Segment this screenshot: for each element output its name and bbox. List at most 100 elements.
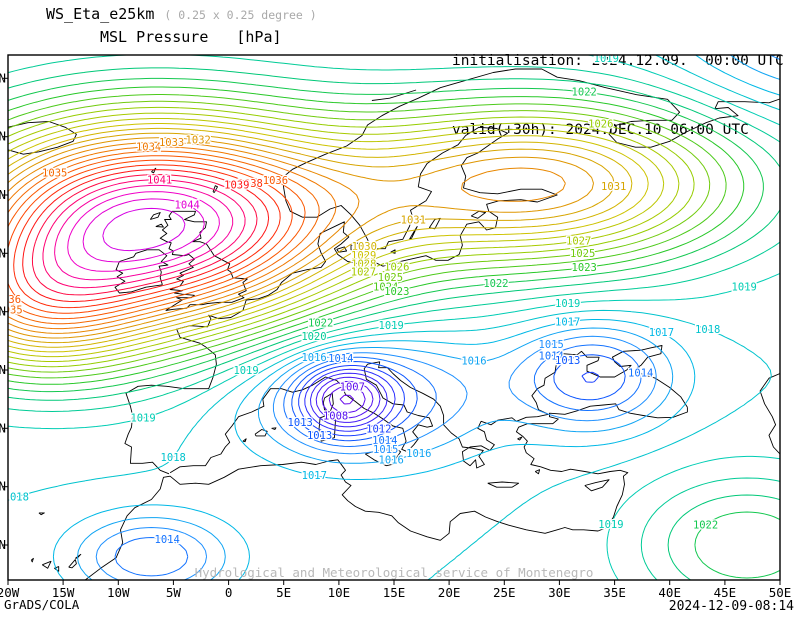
contour-label: 1036 — [0, 294, 21, 306]
x-tick-label: 5E — [276, 585, 291, 600]
coastline — [8, 121, 77, 155]
contour-label: 1026 — [588, 119, 613, 131]
x-tick-label: 0 — [225, 585, 233, 600]
contour-label: 1016 — [461, 355, 486, 367]
isobar-1008 — [321, 380, 374, 419]
isobar-1013 — [291, 354, 626, 442]
isobar-1018 — [8, 55, 780, 580]
coastline — [371, 89, 417, 101]
contour-label: 1024 — [373, 281, 398, 293]
x-tick-label: 5W — [166, 585, 182, 600]
contour-label: 1008 — [323, 410, 348, 422]
contour-label: 1031 — [601, 181, 626, 193]
y-tick-label: 30N — [0, 537, 6, 552]
isobar-1014 — [114, 344, 642, 577]
x-tick-label: 10W — [107, 585, 130, 600]
contour-label: 1019 — [233, 365, 258, 377]
isobar-1011 — [304, 368, 396, 432]
y-tick-label: 70N — [0, 70, 6, 85]
y-tick-label: 40N — [0, 420, 6, 435]
contour-label: 1022 — [693, 520, 718, 532]
isobar-1016 — [77, 55, 780, 580]
coastline — [124, 68, 780, 475]
contour-label: 1013 — [288, 417, 313, 429]
isobar-1026 — [8, 106, 695, 368]
contour-label: 1035 — [42, 168, 67, 180]
contour-label: 1013 — [307, 430, 332, 442]
coastline — [584, 479, 610, 492]
x-tick-label: 20E — [438, 585, 461, 600]
x-tick-label: 10E — [328, 585, 351, 600]
coastline — [151, 167, 157, 174]
coastline — [318, 413, 336, 442]
coastline — [271, 427, 277, 430]
creation-timestamp: 2024-12-09-08:14 — [668, 599, 794, 614]
y-tick-label: 35N — [0, 479, 6, 494]
contour-label: 1025 — [570, 248, 595, 260]
isobar-1030 — [8, 127, 633, 348]
contour-label: 1044 — [175, 200, 200, 212]
coastline — [322, 392, 334, 413]
contour-label: 1022 — [308, 317, 333, 329]
contour-label: 1035 — [0, 305, 23, 317]
coastline — [30, 557, 34, 563]
x-tick-label: 20W — [0, 585, 20, 600]
x-tick-label: 40E — [658, 585, 681, 600]
title-block: WS_Eta_e25km ( 0.25 x 0.25 degree ) MSL P… — [46, 4, 317, 46]
contour-label: 1017 — [649, 327, 674, 339]
init-time: initialisation: 2024.12.09. 00:00 UTC — [452, 53, 784, 69]
contour-label: 1014 — [155, 534, 180, 546]
model-name: WS_Eta_e25km — [46, 5, 155, 23]
isobar-1023 — [8, 86, 745, 385]
isobar-1044 — [82, 198, 205, 263]
isobar-1027 — [8, 112, 680, 362]
contour-label: 1015 — [539, 339, 564, 351]
contour-label: 1014 — [328, 353, 353, 365]
coastline — [428, 217, 441, 230]
contour-label: 1019 — [555, 298, 580, 310]
contour-label: 1032 — [186, 134, 211, 146]
isobar-1038 — [13, 164, 281, 309]
contour-label: 1018 — [4, 492, 29, 504]
contour-label: 1027 — [566, 235, 591, 247]
contour-label: 1019 — [594, 53, 619, 65]
isobar-1034 — [8, 146, 337, 330]
x-tick-label: 35E — [603, 585, 626, 600]
axes: 20W 15W 10W 5W 0 5E 10E 15E 20E 25E 30E 35E 40E 45E 50… — [0, 70, 791, 600]
contour-label: 1023 — [572, 262, 597, 274]
isobar-1012 — [298, 365, 600, 437]
isobar-1024 — [8, 94, 727, 379]
coastline — [365, 448, 402, 467]
coastline — [114, 249, 169, 294]
coastline — [517, 436, 523, 441]
isobar-1032 — [8, 137, 594, 339]
coastline — [68, 559, 77, 569]
isobar-1028 — [8, 118, 665, 358]
isobar-1041 — [42, 179, 246, 289]
contour-label: 1036 — [263, 175, 288, 187]
field-name: MSL Pressure — [100, 28, 209, 46]
contour-label: 1016 — [379, 454, 404, 466]
isobar-1017 — [52, 55, 780, 580]
coastline — [149, 212, 161, 220]
contour-label: 1017 — [302, 470, 327, 482]
watermark-text: Hydrological and Meteorological service … — [195, 565, 594, 580]
grads-credit: GrADS/COLA — [4, 597, 80, 612]
contour-label: 1022 — [572, 87, 597, 99]
coastline — [254, 429, 268, 437]
contour-label: 1018 — [695, 324, 720, 336]
y-tick-label: 45N — [0, 362, 6, 377]
isobar-1029 — [8, 123, 649, 353]
coastline — [409, 226, 418, 240]
coastline — [41, 560, 52, 569]
contour-label: 1030 — [352, 241, 377, 253]
coastline — [242, 438, 247, 443]
coastline — [38, 512, 45, 516]
isobar-1039 — [22, 169, 270, 302]
isobar-1043 — [67, 191, 220, 272]
contour-label: 1031 — [401, 215, 426, 227]
isobar-1033 — [8, 141, 566, 334]
contour-label: 1025 — [378, 272, 403, 284]
isobar-1025 — [8, 100, 711, 373]
